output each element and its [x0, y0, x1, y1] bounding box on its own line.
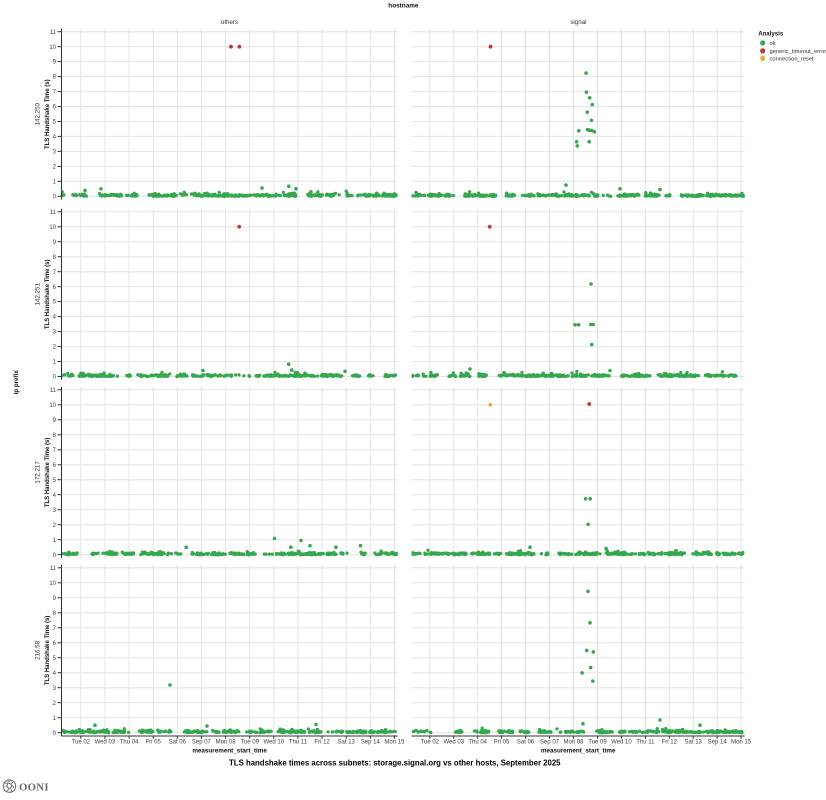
svg-text:Tue 09: Tue 09 — [240, 739, 259, 745]
svg-text:4: 4 — [53, 493, 57, 499]
svg-text:1: 1 — [53, 538, 57, 544]
svg-text:172.217: 172.217 — [35, 461, 42, 484]
svg-text:measurement_start_time: measurement_start_time — [192, 748, 267, 755]
svg-text:2: 2 — [53, 523, 57, 529]
svg-text:Analysis: Analysis — [758, 30, 784, 37]
svg-text:7: 7 — [53, 270, 57, 276]
svg-text:10: 10 — [49, 403, 56, 409]
svg-text:OONI: OONI — [19, 782, 49, 794]
svg-text:4: 4 — [53, 135, 57, 141]
svg-text:Mon 08: Mon 08 — [563, 739, 584, 745]
svg-text:Sat 06: Sat 06 — [169, 739, 187, 745]
svg-text:11: 11 — [50, 210, 57, 216]
svg-text:10: 10 — [49, 45, 56, 51]
svg-text:11: 11 — [50, 566, 57, 572]
svg-text:Wed 03: Wed 03 — [95, 739, 116, 745]
svg-text:Tue 02: Tue 02 — [421, 739, 440, 745]
svg-text:9: 9 — [53, 60, 57, 66]
svg-text:Sat 13: Sat 13 — [338, 739, 356, 745]
svg-text:Thu 04: Thu 04 — [120, 739, 139, 745]
svg-text:8: 8 — [53, 433, 57, 439]
svg-text:Sep 07: Sep 07 — [540, 739, 560, 745]
svg-text:9: 9 — [53, 596, 57, 602]
svg-text:Fri 05: Fri 05 — [494, 739, 510, 745]
svg-text:Fri 05: Fri 05 — [146, 739, 162, 745]
svg-text:4: 4 — [53, 671, 57, 677]
svg-text:Fri 12: Fri 12 — [662, 739, 678, 745]
svg-text:measurement_start_time: measurement_start_time — [541, 748, 616, 755]
svg-text:5: 5 — [53, 478, 57, 484]
svg-text:4: 4 — [53, 315, 57, 321]
svg-text:5: 5 — [53, 656, 57, 662]
svg-text:Mon 15: Mon 15 — [731, 739, 752, 745]
svg-text:Thu 11: Thu 11 — [636, 739, 655, 745]
svg-text:0: 0 — [53, 375, 57, 381]
svg-text:3: 3 — [53, 150, 57, 156]
svg-text:6: 6 — [53, 641, 57, 647]
svg-text:connection_reset: connection_reset — [770, 57, 815, 63]
svg-text:TLS Handshake Time (s): TLS Handshake Time (s) — [45, 79, 51, 149]
svg-text:6: 6 — [53, 285, 57, 291]
svg-text:generic_timeout_error: generic_timeout_error — [770, 49, 826, 55]
svg-text:0: 0 — [53, 194, 57, 200]
svg-text:7: 7 — [53, 448, 57, 454]
svg-text:11: 11 — [50, 388, 57, 394]
svg-text:Fri 12: Fri 12 — [314, 739, 330, 745]
svg-text:10: 10 — [49, 225, 56, 231]
svg-text:3: 3 — [53, 686, 57, 692]
svg-text:1: 1 — [53, 179, 57, 185]
svg-text:Sep 07: Sep 07 — [192, 739, 212, 745]
svg-text:Sep 14: Sep 14 — [361, 739, 381, 745]
svg-text:6: 6 — [53, 463, 57, 469]
svg-text:TLS Handshake Time (s): TLS Handshake Time (s) — [45, 438, 51, 508]
svg-text:Sat 13: Sat 13 — [685, 739, 703, 745]
svg-text:TLS Handshake Time (s): TLS Handshake Time (s) — [45, 616, 51, 686]
svg-text:others: others — [221, 19, 238, 26]
svg-text:Wed 10: Wed 10 — [264, 739, 285, 745]
svg-text:Wed 10: Wed 10 — [611, 739, 632, 745]
svg-text:Mon 08: Mon 08 — [216, 739, 237, 745]
svg-text:10: 10 — [49, 581, 56, 587]
svg-text:3: 3 — [53, 330, 57, 336]
svg-text:Mon 15: Mon 15 — [384, 739, 405, 745]
svg-text:TLS Handshake Time (s): TLS Handshake Time (s) — [45, 260, 51, 330]
svg-text:1: 1 — [53, 360, 57, 366]
svg-text:142.251: 142.251 — [35, 283, 42, 306]
svg-text:2: 2 — [53, 701, 57, 707]
svg-text:TLS handshake times across sub: TLS handshake times across subnets: stor… — [229, 759, 561, 768]
svg-text:Sat 06: Sat 06 — [517, 739, 535, 745]
svg-text:3: 3 — [53, 508, 57, 514]
svg-text:8: 8 — [53, 611, 57, 617]
svg-text:Thu 11: Thu 11 — [289, 739, 308, 745]
svg-text:5: 5 — [53, 300, 57, 306]
svg-text:Sep 14: Sep 14 — [708, 739, 728, 745]
svg-text:1: 1 — [53, 716, 57, 722]
svg-text:Tue 09: Tue 09 — [588, 739, 607, 745]
svg-text:Wed 03: Wed 03 — [444, 739, 465, 745]
svg-text:ip prefix: ip prefix — [13, 370, 20, 395]
svg-text:hostname: hostname — [388, 3, 419, 10]
svg-text:Tue 02: Tue 02 — [72, 739, 91, 745]
svg-text:ok: ok — [770, 41, 776, 47]
svg-text:216.58: 216.58 — [35, 640, 42, 659]
svg-text:8: 8 — [53, 255, 57, 261]
svg-text:6: 6 — [53, 105, 57, 111]
svg-text:0: 0 — [53, 553, 57, 559]
svg-text:2: 2 — [53, 345, 57, 351]
svg-text:9: 9 — [53, 240, 57, 246]
svg-text:7: 7 — [53, 90, 57, 96]
svg-text:8: 8 — [53, 75, 57, 81]
svg-text:signal: signal — [570, 19, 586, 26]
svg-text:Thu 04: Thu 04 — [468, 739, 487, 745]
svg-text:2: 2 — [53, 165, 57, 171]
svg-text:9: 9 — [53, 418, 57, 424]
svg-text:5: 5 — [53, 120, 57, 126]
svg-text:11: 11 — [50, 30, 57, 36]
svg-text:0: 0 — [53, 731, 57, 737]
svg-text:142.250: 142.250 — [35, 102, 42, 125]
svg-text:7: 7 — [53, 626, 57, 632]
